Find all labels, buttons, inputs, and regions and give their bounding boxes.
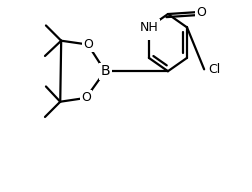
- Text: H: H: [145, 21, 153, 31]
- Text: O: O: [196, 6, 206, 19]
- Text: N: N: [144, 26, 153, 39]
- Text: NH: NH: [140, 21, 158, 34]
- Text: B: B: [100, 64, 110, 78]
- Text: O: O: [81, 91, 91, 104]
- Text: Cl: Cl: [208, 63, 220, 76]
- Text: O: O: [83, 38, 93, 51]
